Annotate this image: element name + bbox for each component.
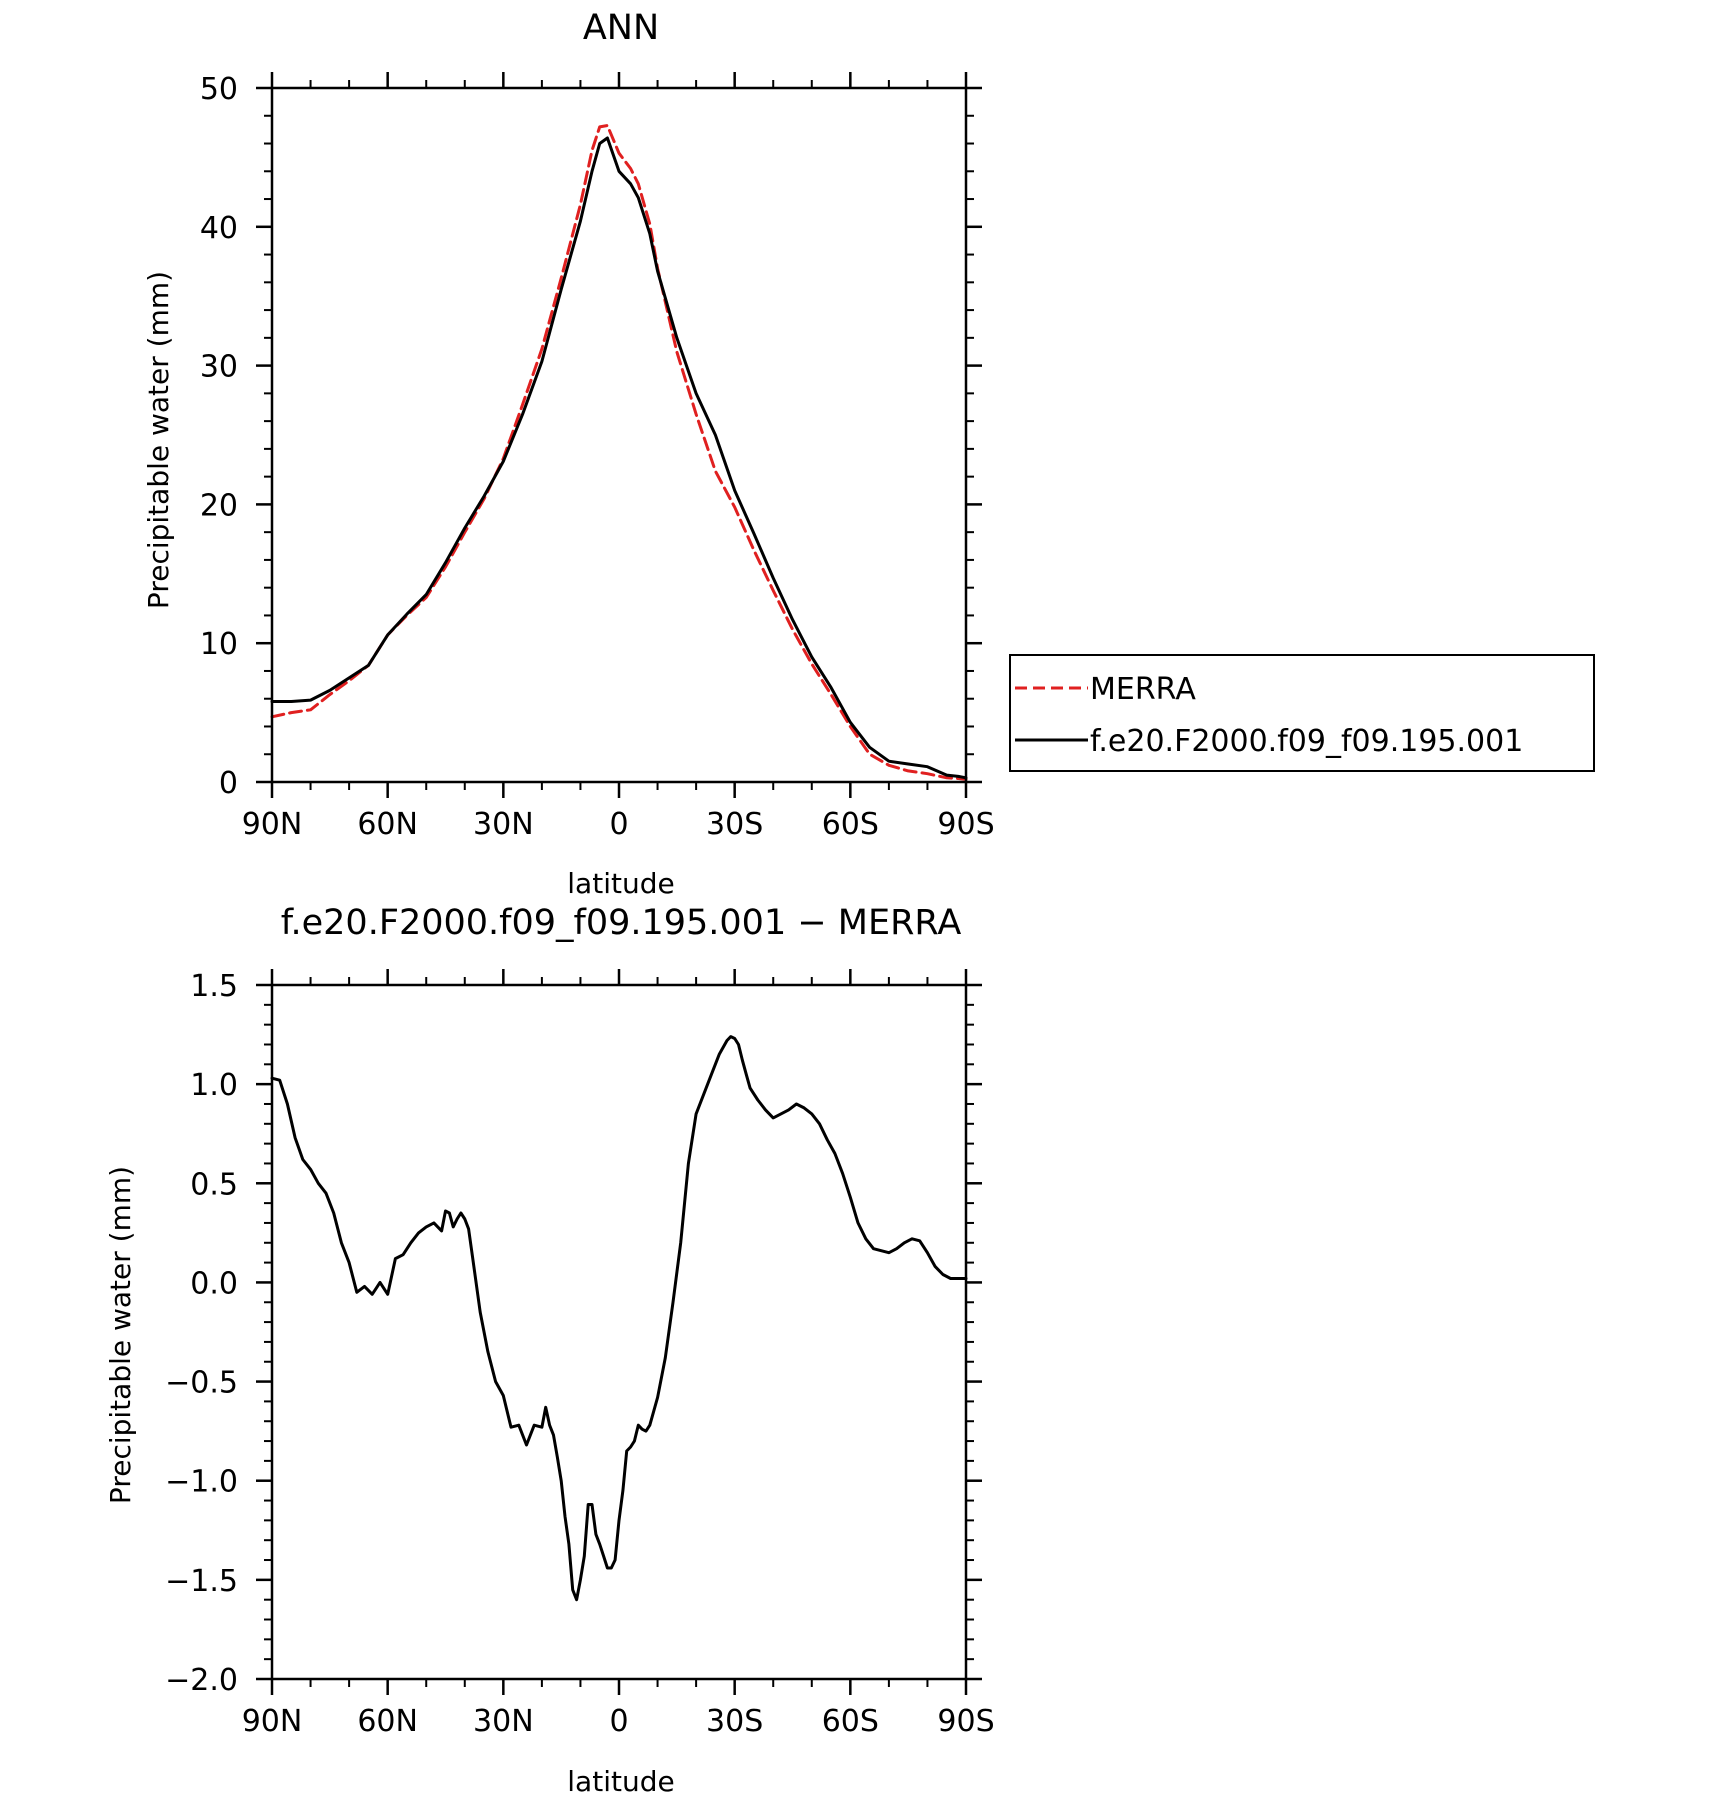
- top-panel-series: [270, 124, 968, 781]
- bottom-panel-series: [270, 1035, 968, 1602]
- top-panel-ticks: 90N 60N 30N 0 30S 60S 90S 0 10 20 30 40 50: [200, 72, 995, 842]
- bottom-panel-x-tick-label: 60N: [357, 1704, 418, 1739]
- top-panel-y-tick-label: 40: [200, 211, 238, 246]
- top-panel: ANN Precipitable water (mm) latitude 90N…: [142, 8, 1595, 900]
- top-panel-x-tick-label: 60S: [822, 807, 879, 842]
- top-panel-plot-frame: [270, 86, 968, 784]
- bottom-panel-series-line-difference: [270, 1035, 968, 1602]
- top-panel-y-tick-label: 10: [200, 627, 238, 662]
- bottom-panel-plot-frame: [270, 983, 968, 1681]
- top-panel-series-line-f-e20-f2000-f09-f09-195-001: [270, 136, 968, 780]
- bottom-panel-x-axis-label: latitude: [567, 1765, 674, 1798]
- bottom-panel-y-tick-label: 0.5: [190, 1167, 238, 1202]
- bottom-panel-ticks: 90N 60N 30N 0 30S 60S 90S 1.5 1.0 0.5 0.0 −0.5 −1.0 −…: [165, 969, 995, 1739]
- top-panel-y-tick-label: 50: [200, 72, 238, 107]
- bottom-panel-title: f.e20.F2000.f09_f09.195.001 − MERRA: [281, 903, 962, 943]
- bottom-panel-x-tick-label: 0: [609, 1704, 628, 1739]
- top-panel-x-axis-label: latitude: [567, 867, 674, 900]
- legend-box: [1009, 654, 1595, 772]
- top-panel-y-axis-label: Precipitable water (mm): [142, 271, 175, 609]
- legend-label-model: f.e20.F2000.f09_f09.195.001: [1090, 724, 1523, 759]
- bottom-panel-y-axis-label: Precipitable water (mm): [104, 1166, 137, 1504]
- bottom-panel-x-tick-label: 90S: [937, 1704, 994, 1739]
- top-panel-title: ANN: [583, 8, 659, 48]
- top-panel-x-tick-label: 30N: [473, 807, 534, 842]
- bottom-panel: f.e20.F2000.f09_f09.195.001 − MERRA Prec…: [104, 903, 995, 1798]
- bottom-panel-x-tick-label: 60S: [822, 1704, 879, 1739]
- bottom-panel-y-tick-label: 0.0: [190, 1266, 238, 1301]
- top-panel-y-tick-label: 0: [219, 766, 238, 801]
- top-panel-x-tick-label: 0: [609, 807, 628, 842]
- top-panel-x-tick-label: 60N: [357, 807, 418, 842]
- top-panel-x-tick-label: 90S: [937, 807, 994, 842]
- bottom-panel-x-tick-label: 30S: [706, 1704, 763, 1739]
- legend-label-merra: MERRA: [1090, 672, 1196, 707]
- bottom-panel-y-tick-label: −0.5: [165, 1366, 238, 1401]
- top-panel-y-tick-label: 30: [200, 350, 238, 385]
- legend: MERRA f.e20.F2000.f09_f09.195.001: [1009, 654, 1595, 772]
- bottom-panel-y-tick-label: −2.0: [165, 1663, 238, 1698]
- bottom-panel-y-tick-label: −1.5: [165, 1564, 238, 1599]
- bottom-panel-y-tick-label: −1.0: [165, 1465, 238, 1500]
- bottom-panel-y-tick-label: 1.0: [190, 1068, 238, 1103]
- top-panel-y-tick-label: 20: [200, 488, 238, 523]
- bottom-panel-y-tick-label: 1.5: [190, 969, 238, 1004]
- bottom-panel-x-tick-label: 30N: [473, 1704, 534, 1739]
- top-panel-x-tick-label: 90N: [242, 807, 303, 842]
- bottom-panel-x-tick-label: 90N: [242, 1704, 303, 1739]
- top-panel-x-tick-label: 30S: [706, 807, 763, 842]
